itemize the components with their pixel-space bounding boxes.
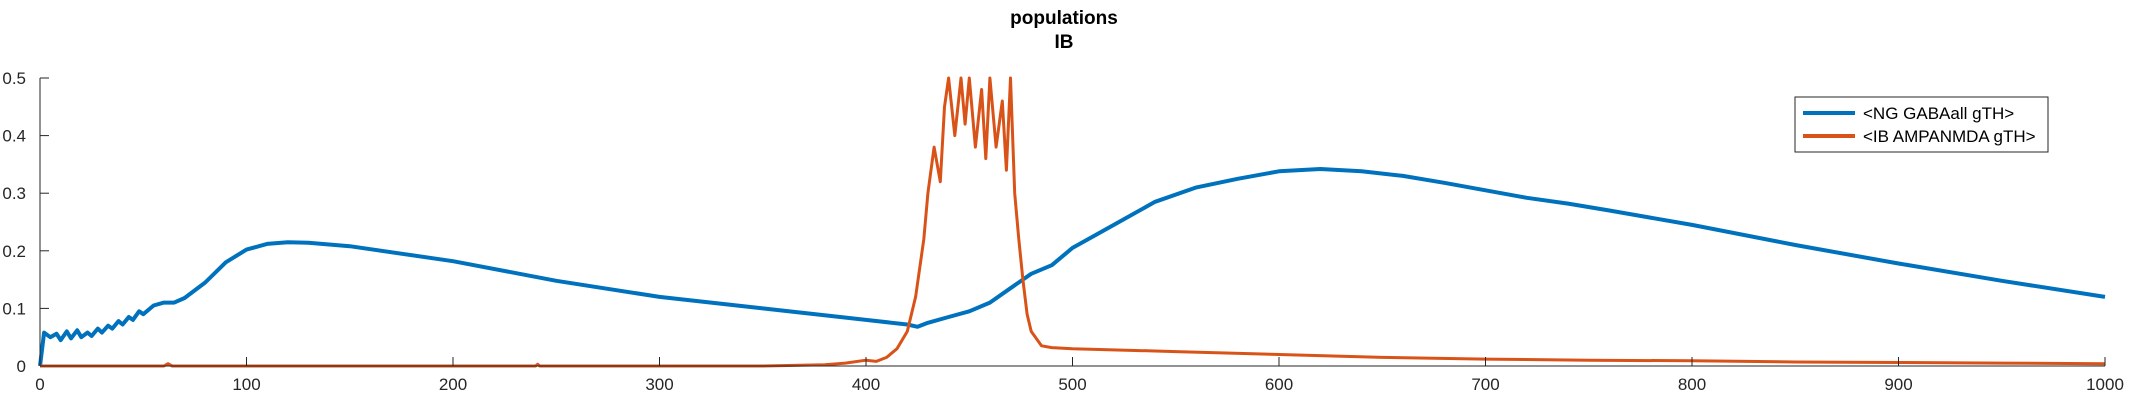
x-tick-label: 300 [645,375,673,394]
x-tick-label: 0 [35,375,44,394]
x-tick-label: 100 [232,375,260,394]
axis-ticks: 0 100 200 300 400 500 600 700 800 900 1000 0 0.1 0.2 0… [2,69,2124,394]
x-tick-label: 1000 [2086,375,2124,394]
y-tick-label: 0.3 [2,184,26,203]
y-tick-label: 0.2 [2,242,26,261]
chart-title-line-1: populations [1010,8,1118,29]
series-line-1 [38,167,2106,367]
x-tick-label: 400 [852,375,880,394]
chart-title-line-2: IB [1055,32,1074,53]
legend-box [1794,96,2049,153]
x-tick-label: 900 [1884,375,1912,394]
y-tick-label: 0 [17,357,26,376]
legend-entry-2: <IB AMPANMDA gTH> [1863,127,2036,146]
x-tick-label: 600 [1265,375,1293,394]
legend[interactable]: <NG GABAall gTH> <IB AMPANMDA gTH> [1794,96,2049,153]
x-tick-label: 700 [1471,375,1499,394]
legend-entry-1: <NG GABAall gTH> [1863,104,2014,123]
x-tick-label: 200 [439,375,467,394]
x-tick-label: 500 [1058,375,1086,394]
y-tick-label: 0.4 [2,127,26,146]
y-tick-label: 0.5 [2,69,26,88]
y-tick-label: 0.1 [2,299,26,318]
x-tick-label: 800 [1678,375,1706,394]
